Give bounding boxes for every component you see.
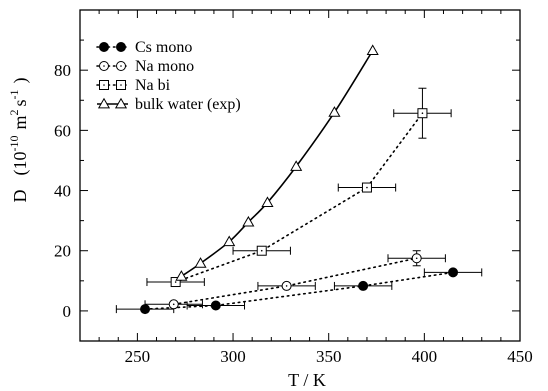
y-axis-units-exp: -10 [7,136,21,152]
data-point [328,106,341,117]
marker-center-dot [103,65,105,67]
legend-marker [116,80,126,90]
data-point [411,253,422,264]
y-tick-label: 60 [54,121,71,140]
marker-center-dot [285,285,288,287]
plot-frame [79,9,521,342]
y-axis-units-open: (10 [10,152,31,176]
legend-entry-na-bi: Na bi [96,77,171,94]
series-line-cs-mono [144,271,454,310]
marker-center-dot [174,281,177,283]
data-point [168,299,179,310]
series-line-bulk-water-exp [180,50,374,277]
legend-label: bulk water (exp) [135,96,241,113]
legend-entry-na-mono: Na mono [96,58,194,75]
marker-center-dot [421,112,424,115]
legend-entry-cs-mono: Cs mono [96,39,192,56]
legend-label: Na bi [135,77,171,94]
data-point [175,270,188,281]
legend-marker [99,80,109,90]
x-axis-title: T / K [288,370,326,390]
legend-marker [116,61,126,71]
data-point [223,235,236,247]
x-tick-label: 300 [220,347,246,366]
data-point [256,245,267,256]
y-axis-unit-m-exp: 2 [7,110,21,116]
data-point [281,280,292,291]
legend-marker [116,42,126,52]
y-axis-symbol: D [10,190,30,203]
marker-center-dot [366,186,368,189]
marker-center-dot [120,84,122,86]
y-axis-unit-m: m [10,116,30,130]
marker-center-dot [103,84,105,86]
legend-label: Na mono [135,58,194,75]
data-point [290,160,303,171]
y-tick-label: 80 [54,61,71,80]
y-tick-label: 40 [54,182,71,201]
marker-center-dot [120,65,122,67]
y-tick-label: 0 [63,302,72,321]
data-point [261,196,274,207]
axis-ticks: 250 300 350 400 450 0 20 40 60 80 [54,9,533,366]
series-bulk-water-exp [175,44,379,281]
series-cs-mono [115,267,483,315]
series-line-na-bi [174,112,424,283]
marker-center-dot [415,257,418,260]
series-line-na-mono [172,257,418,306]
plot-area [79,9,521,342]
y-axis-unit-s: s [10,99,30,106]
legend-marker [99,61,109,71]
data-point [361,182,372,193]
y-axis-title: D (10-10 m2 s-1) [7,77,31,202]
series-na-bi [146,87,452,288]
data-point [210,300,221,311]
x-tick-label: 450 [507,347,533,366]
y-tick-label: 20 [54,242,71,261]
legend: Cs mono Na mono Na bi bulk water (exp) [96,39,241,113]
x-tick-label: 350 [316,347,342,366]
legend-marker [97,97,111,109]
data-point [170,277,181,288]
data-point [366,44,379,56]
data-point [358,280,369,291]
data-point [242,215,255,227]
legend-marker [99,42,109,52]
svg-text:D(10-10m2s-1): D (10-10 m2 s-1) [7,77,31,202]
legend-label: Cs mono [135,39,192,56]
data-point [448,267,459,278]
marker-center-dot [260,249,263,252]
x-tick-label: 250 [125,347,151,366]
x-tick-label: 400 [412,347,438,366]
data-point [417,108,428,119]
legend-marker [114,97,128,109]
y-axis-units-close: ) [10,77,31,83]
data-point [194,257,207,268]
marker-center-dot [172,303,175,306]
y-axis-unit-s-exp: -1 [7,89,21,99]
legend-entry-bulk-water-exp: bulk water (exp) [97,96,241,113]
series-na-mono [144,250,446,310]
series-layer [115,44,483,315]
